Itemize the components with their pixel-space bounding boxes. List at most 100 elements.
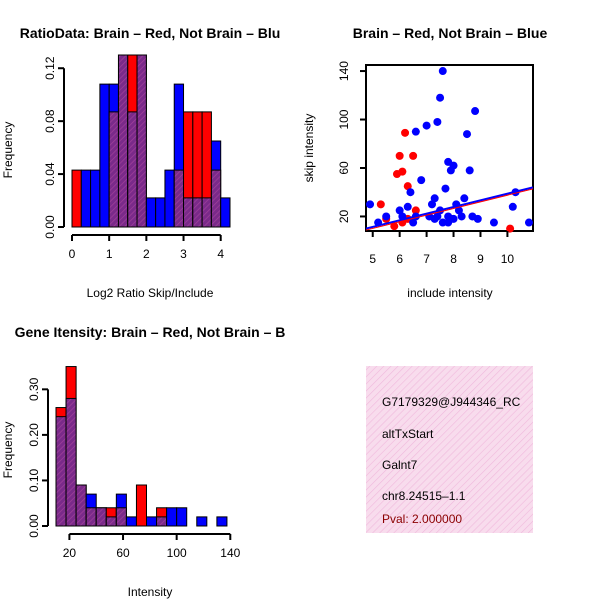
scatter-point-red	[409, 151, 418, 160]
scatter-point-blue	[403, 202, 412, 211]
intensity-overlap-bar	[105, 516, 117, 527]
scatter-point-blue	[444, 218, 453, 227]
ratio-x-tick-label: 1	[106, 247, 113, 261]
ratio-y-tick-label: 0.00	[43, 215, 57, 239]
scatter-point-blue	[449, 161, 458, 170]
ratio-overlap-bar	[173, 169, 185, 228]
ratio-axes: 0 1 2 3 4 0.00 0.04 0.08 0.12	[43, 56, 224, 261]
scatter-frame	[365, 64, 534, 232]
scatter-point-blue	[460, 194, 469, 203]
intensity-overlap-bar	[156, 516, 168, 527]
scatter-xlabel: include intensity	[407, 286, 492, 300]
scatter-point-blue	[433, 212, 442, 221]
scatter-point-blue	[406, 188, 415, 197]
ratio-bars	[71, 54, 231, 228]
ratio-bar	[71, 169, 82, 228]
scatter-axes: 5 6 7 8 9 10 20 60 100 140	[337, 61, 514, 266]
scatter-point-blue	[473, 214, 482, 223]
ratio-y-tick-label: 0.12	[43, 56, 57, 80]
scatter-point-blue	[395, 206, 404, 215]
scatter-point-blue	[457, 212, 466, 221]
intensity-overlap-bar	[115, 507, 127, 527]
intensity-bar	[166, 507, 178, 527]
regression-line-red	[365, 188, 534, 231]
intensity-bar	[196, 516, 208, 527]
scatter-point-blue	[366, 200, 375, 209]
intensity-title: Gene Itensity: Brain – Red, Not Brain – …	[15, 324, 286, 340]
ratio-bar	[99, 83, 110, 228]
intensity-histogram: Gene Itensity: Brain – Red, Not Brain – …	[1, 324, 285, 599]
scatter-point-red	[376, 200, 385, 209]
intensity-x-tick-label: 140	[220, 546, 240, 560]
scatter-point-blue	[471, 107, 480, 116]
intensity-ylabel: Frequency	[1, 422, 15, 479]
ratio-x-tick-label: 4	[217, 247, 224, 261]
ratio-x-tick-label: 2	[143, 247, 150, 261]
scatter-point-red	[506, 224, 515, 233]
scatter-point-blue	[438, 67, 447, 76]
scatter-point-blue	[422, 121, 431, 130]
info-id: G7179329@J944346_RC	[382, 395, 521, 409]
scatter-point-blue	[489, 218, 498, 227]
ratio-bar	[155, 197, 166, 228]
intensity-y-tick-label: 0.30	[27, 377, 41, 401]
scatter-point-blue	[454, 206, 463, 215]
scatter-plot: Brain – Red, Not Brain – Blue 5 6 7 8 9 10 20 6…	[302, 25, 547, 300]
scatter-point-blue	[524, 218, 533, 227]
ratio-overlap-bar	[183, 197, 194, 228]
intensity-x-tick-label: 60	[116, 546, 130, 560]
info-gene: Galnt7	[382, 458, 418, 472]
ratio-title: RatioData: Brain – Red, Not Brain – Blu	[20, 25, 281, 41]
scatter-y-tick-label: 20	[337, 209, 351, 223]
ratio-x-tick-label: 0	[69, 247, 76, 261]
ratio-overlap-bar	[127, 111, 138, 228]
scatter-point-blue	[427, 200, 436, 209]
scatter-y-tick-label: 60	[337, 161, 351, 175]
ratio-overlap-bar	[117, 54, 129, 228]
ratio-overlap-bar	[210, 169, 222, 228]
scatter-x-tick-label: 7	[423, 252, 430, 266]
ratio-x-tick-label: 3	[180, 247, 187, 261]
intensity-overlap-bar	[95, 507, 107, 527]
info-location: chr8.24515–1.1	[382, 489, 466, 503]
ratio-y-tick-label: 0.04	[43, 162, 57, 186]
scatter-point-blue	[508, 202, 517, 211]
scatter-points	[365, 67, 534, 233]
ratio-bar	[220, 197, 231, 228]
scatter-point-blue	[441, 184, 450, 193]
intensity-xlabel: Intensity	[128, 585, 173, 599]
ratio-histogram: RatioData: Brain – Red, Not Brain – Blu …	[1, 25, 280, 300]
intensity-bar	[216, 516, 228, 527]
ratio-ylabel: Frequency	[1, 122, 15, 179]
ratio-bar	[145, 197, 157, 228]
scatter-point-red	[395, 151, 404, 160]
intensity-y-tick-label: 0.00	[27, 514, 41, 538]
scatter-x-tick-label: 10	[501, 252, 515, 266]
scatter-ylabel: skip intensity	[302, 114, 316, 183]
scatter-point-red	[403, 182, 412, 191]
scatter-point-blue	[430, 194, 439, 203]
scatter-point-blue	[436, 93, 445, 102]
ratio-y-tick-label: 0.08	[43, 109, 57, 133]
intensity-y-tick-label: 0.10	[27, 468, 41, 492]
intensity-overlap-bar	[85, 507, 97, 527]
scatter-point-red	[401, 128, 410, 137]
scatter-point-blue	[409, 218, 418, 227]
intensity-axes: 20 60 100 140 0.00 0.10 0.20 0.30	[27, 377, 241, 560]
intensity-y-tick-label: 0.20	[27, 423, 41, 447]
ratio-overlap-bar	[192, 197, 203, 228]
scatter-point-red	[398, 167, 407, 176]
intensity-x-tick-label: 100	[167, 546, 187, 560]
scatter-point-blue	[382, 212, 391, 221]
intensity-bar	[125, 516, 137, 527]
info-event: altTxStart	[382, 427, 434, 441]
scatter-y-tick-label: 140	[337, 61, 351, 81]
ratio-xlabel: Log2 Ratio Skip/Include	[87, 286, 214, 300]
scatter-point-blue	[433, 117, 442, 126]
info-pval: Pval: 2.000000	[382, 512, 462, 526]
intensity-overlap-bar	[55, 416, 67, 527]
ratio-bar	[90, 169, 101, 228]
ratio-overlap-bar	[108, 111, 119, 228]
intensity-bar	[176, 507, 188, 527]
